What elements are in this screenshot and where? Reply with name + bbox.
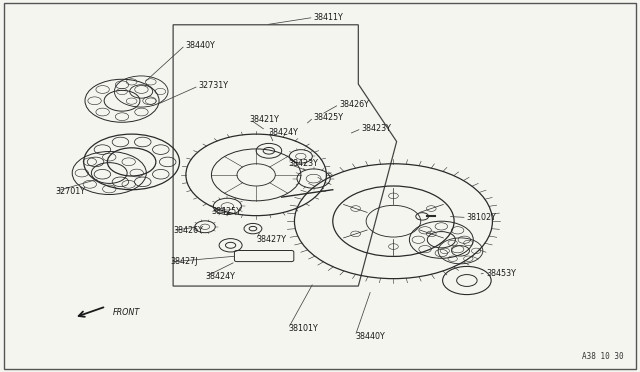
- Text: 38424Y: 38424Y: [269, 128, 299, 137]
- Text: 38421Y: 38421Y: [250, 115, 280, 124]
- Text: 38453Y: 38453Y: [486, 269, 516, 278]
- Text: 38440Y: 38440Y: [186, 41, 216, 50]
- Text: FRONT: FRONT: [113, 308, 140, 317]
- Text: 38427J: 38427J: [170, 257, 197, 266]
- Text: A38 10 30: A38 10 30: [582, 352, 623, 361]
- Text: 38102Y: 38102Y: [467, 213, 497, 222]
- Text: 38423Y: 38423Y: [362, 124, 392, 133]
- Text: 38426Y: 38426Y: [339, 100, 369, 109]
- Text: 38424Y: 38424Y: [205, 272, 235, 281]
- Text: 32731Y: 32731Y: [198, 81, 228, 90]
- Text: 38101Y: 38101Y: [288, 324, 318, 333]
- Text: 38423Y: 38423Y: [288, 159, 318, 168]
- Text: 38426Y: 38426Y: [173, 226, 203, 235]
- Text: 38425Y: 38425Y: [314, 113, 344, 122]
- Text: 38425Y: 38425Y: [211, 208, 241, 217]
- Text: 38411Y: 38411Y: [314, 13, 344, 22]
- Text: 32701Y: 32701Y: [55, 187, 85, 196]
- Text: 38440Y: 38440Y: [355, 331, 385, 341]
- Text: 38427Y: 38427Y: [256, 235, 286, 244]
